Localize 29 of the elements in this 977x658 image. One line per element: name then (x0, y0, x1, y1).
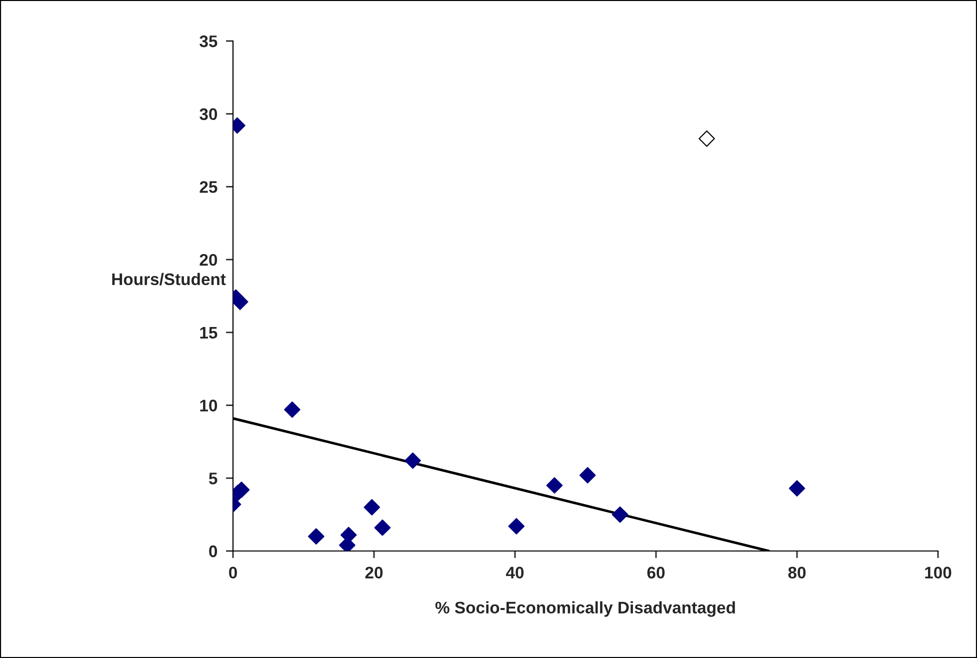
point (508, 518, 525, 534)
point (404, 452, 421, 469)
x-tick-label: 100 (925, 566, 952, 579)
y-axis-title: Hours/Student (112, 272, 226, 286)
point (308, 528, 324, 545)
point (698, 130, 715, 147)
point (612, 506, 628, 523)
y-tick-label: 0 (209, 545, 218, 558)
y-tick-label: 20 (200, 254, 218, 266)
point (546, 477, 563, 494)
point (374, 520, 391, 536)
x-axis-title: % Socio-Economically Disadvantaged (435, 601, 735, 617)
x-tick-label: 40 (506, 566, 524, 579)
x-tick-label: 60 (647, 566, 665, 579)
point (788, 480, 806, 497)
x-tick-label: 80 (788, 566, 806, 579)
y-tick-label: 15 (200, 327, 218, 339)
y-tick-label: 30 (200, 108, 218, 120)
y-tick-label: 25 (200, 181, 218, 193)
point (233, 294, 248, 310)
point (579, 467, 596, 484)
y-tick-label: 35 (200, 35, 218, 48)
y-tick-label: 10 (200, 400, 218, 412)
point (339, 537, 356, 551)
y-tick-label: 5 (208, 472, 218, 484)
x-tick-label: 0 (229, 566, 237, 579)
point (284, 401, 300, 418)
x-tick-label: 20 (365, 566, 383, 579)
point (364, 499, 380, 516)
